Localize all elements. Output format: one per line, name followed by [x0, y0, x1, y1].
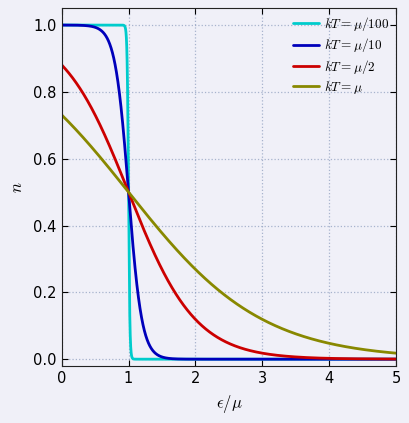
$kT=\mu/2$ [272, 352, 276, 357]
$kT=\mu/10$ [272, 357, 276, 362]
$kT=\mu/10$ [180, 357, 185, 362]
Line: $kT=\mu/10$: $kT=\mu/10$ [62, 25, 396, 359]
$kT=\mu/10$ [76, 23, 81, 28]
$kT=\mu$ [180, 254, 185, 259]
$kT=\mu/100$ [393, 357, 398, 362]
$kT=\mu$ [307, 336, 312, 341]
Legend: $kT=\mu/100$, $kT=\mu/10$, $kT=\mu/2$, $kT=\mu$: $kT=\mu/100$, $kT=\mu/10$, $kT=\mu/2$, $… [290, 12, 392, 99]
$kT=\mu/100$ [76, 22, 81, 27]
$kT=\mu/2$ [257, 350, 262, 355]
$kT=\mu/10$ [257, 357, 262, 362]
$kT=\mu/100$ [180, 357, 185, 362]
X-axis label: $\epsilon/\mu$: $\epsilon/\mu$ [216, 393, 242, 415]
Line: $kT=\mu/100$: $kT=\mu/100$ [62, 25, 396, 359]
$kT=\mu/100$ [257, 357, 262, 362]
$kT=\mu$ [325, 341, 330, 346]
$kT=\mu/10$ [307, 357, 312, 362]
$kT=\mu$ [257, 315, 262, 320]
$kT=\mu$ [76, 130, 81, 135]
$kT=\mu/100$ [59, 22, 64, 27]
$kT=\mu/100$ [307, 357, 312, 362]
$kT=\mu$ [272, 323, 276, 328]
$kT=\mu/2$ [180, 302, 185, 307]
$kT=\mu/100$ [325, 357, 330, 362]
$kT=\mu$ [393, 351, 398, 356]
$kT=\mu/10$ [325, 357, 330, 362]
$kT=\mu/2$ [393, 357, 398, 362]
Line: $kT=\mu$: $kT=\mu$ [62, 115, 396, 353]
$kT=\mu/2$ [307, 355, 312, 360]
$kT=\mu/2$ [59, 62, 64, 67]
$kT=\mu/2$ [76, 84, 81, 89]
$kT=\mu/10$ [393, 357, 398, 362]
$kT=\mu/2$ [325, 356, 330, 361]
Line: $kT=\mu/2$: $kT=\mu/2$ [62, 65, 396, 359]
$kT=\mu$ [59, 113, 64, 118]
Y-axis label: $n$: $n$ [8, 181, 26, 193]
$kT=\mu/100$ [272, 357, 276, 362]
$kT=\mu/10$ [59, 22, 64, 27]
